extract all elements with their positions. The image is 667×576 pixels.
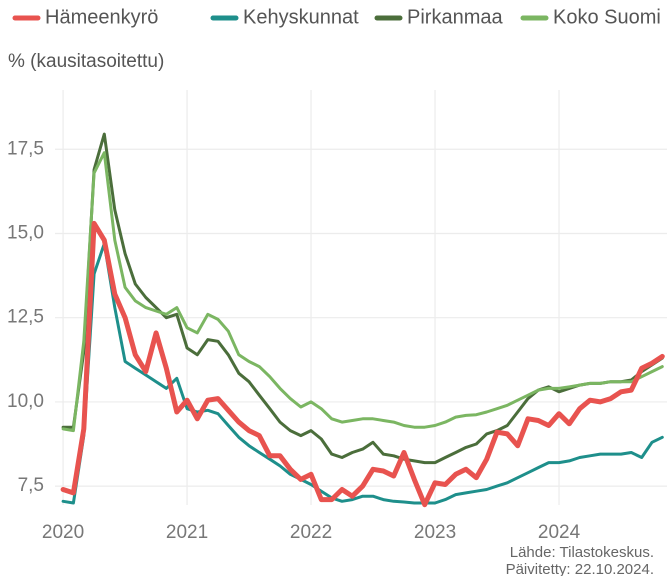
- line: [61, 242, 664, 505]
- y-tick-label: 7,5: [18, 475, 44, 496]
- x-tick-label: 2022: [290, 522, 332, 543]
- y-tick-label: 12,5: [7, 307, 44, 328]
- y-tick-label: 10,0: [7, 391, 44, 412]
- x-tick-label: 2021: [166, 522, 208, 543]
- legend-label: Koko Suomi: [553, 6, 661, 28]
- y-tick-label: 17,5: [7, 138, 44, 159]
- legend-label: Hämeenkyrö: [45, 6, 158, 28]
- y-tick-label: 15,0: [7, 223, 44, 244]
- y-axis-label: % (kausitasoitettu): [8, 51, 164, 72]
- source: Lähde: Tilastokeskus.: [510, 544, 654, 561]
- x-tick-label: 2020: [42, 522, 84, 543]
- legend-label: Pirkanmaa: [407, 6, 503, 28]
- line: [61, 132, 664, 465]
- legend-label: Kehyskunnat: [243, 6, 359, 28]
- line: [60, 220, 665, 508]
- x-tick-label: 2024: [538, 522, 581, 543]
- x-tick-label: 2023: [414, 522, 456, 543]
- grid: [55, 90, 667, 505]
- updated: Päivitetty: 22.10.2024.: [506, 561, 654, 576]
- line: [61, 151, 664, 433]
